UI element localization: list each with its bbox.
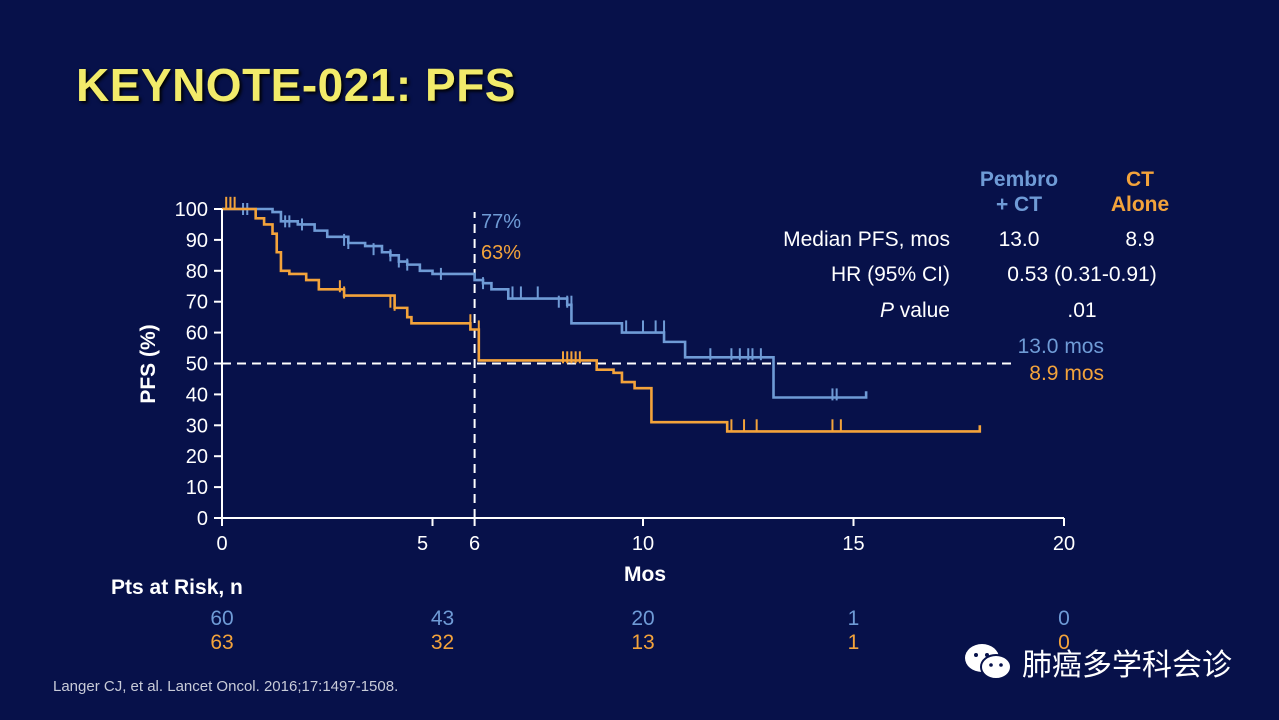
y-tick-label: 40	[186, 384, 208, 406]
x-tick-label: 20	[1053, 533, 1075, 555]
stats-row-value: .01	[1067, 299, 1096, 322]
at-risk-ct: 0	[1058, 631, 1070, 654]
x-axis-label: Mos	[624, 563, 666, 586]
x-tick-label: 5	[417, 533, 428, 555]
stats-row-value: 0.53 (0.31-0.91)	[1007, 263, 1156, 286]
at-risk-ct: 63	[210, 631, 233, 654]
y-tick-label: 10	[186, 477, 208, 499]
slide-title: KEYNOTE-021: PFS	[76, 59, 516, 111]
wechat-icon	[965, 644, 1012, 680]
y-tick-label: 100	[175, 199, 208, 221]
at-risk-pembro: 0	[1058, 607, 1070, 630]
col-header-pembro: + CT	[996, 193, 1042, 216]
at-risk-pembro: 20	[631, 607, 654, 630]
stats-row-label: P value	[880, 299, 950, 322]
stats-row-label: Median PFS, mos	[783, 228, 950, 251]
stats-row-pembro-value: 13.0	[999, 228, 1040, 251]
watermark-text: 肺癌多学科会诊	[1022, 648, 1232, 683]
y-axis-label: PFS (%)	[137, 324, 160, 403]
x-tick-label: 0	[216, 533, 227, 555]
y-tick-label: 90	[186, 230, 208, 252]
citation: Langer CJ, et al. Lancet Oncol. 2016;17:…	[53, 678, 399, 695]
y-tick-label: 50	[186, 354, 208, 376]
x-tick-label: 6	[469, 533, 480, 555]
survival-curves	[222, 196, 982, 433]
pembro-survival-curve	[222, 207, 868, 399]
y-tick-label: 0	[197, 508, 208, 530]
ct-6mo-label: 63%	[481, 242, 521, 264]
at-risk-pembro: 43	[431, 607, 454, 630]
chart-axes: 0 10 20 30 40 50 60 70 80 90 100 0 5 6 10 15 20 Mos PFS (%…	[137, 199, 1075, 586]
y-tick-label: 70	[186, 292, 208, 314]
x-tick-label: 10	[632, 533, 654, 555]
pembro-median-label: 13.0 mos	[1018, 335, 1104, 358]
stats-row-label: HR (95% CI)	[831, 263, 950, 286]
y-tick-label: 80	[186, 261, 208, 283]
y-tick-label: 30	[186, 415, 208, 437]
y-tick-label: 60	[186, 323, 208, 345]
stats-row-ct-value: 8.9	[1125, 228, 1154, 251]
watermark: 肺癌多学科会诊	[962, 640, 1232, 684]
at-risk-pembro: 60	[210, 607, 233, 630]
col-header-ct: CT	[1126, 168, 1154, 191]
x-tick-label: 15	[842, 533, 864, 555]
at-risk-ct: 13	[631, 631, 654, 654]
y-tick-label: 20	[186, 446, 208, 468]
col-header-pembro: Pembro	[980, 168, 1058, 191]
ct-median-label: 8.9 mos	[1029, 362, 1104, 385]
col-header-ct: Alone	[1111, 193, 1169, 216]
pembro-6mo-label: 77%	[481, 211, 521, 233]
at-risk-ct: 1	[848, 631, 860, 654]
at-risk-pembro: 1	[848, 607, 860, 630]
chart-annotations: 77% 63% 13.0 mos 8.9 mos	[481, 211, 1104, 385]
reference-lines	[222, 212, 1012, 518]
at-risk-ct: 32	[431, 631, 454, 654]
at-risk-title: Pts at Risk, n	[111, 576, 243, 599]
